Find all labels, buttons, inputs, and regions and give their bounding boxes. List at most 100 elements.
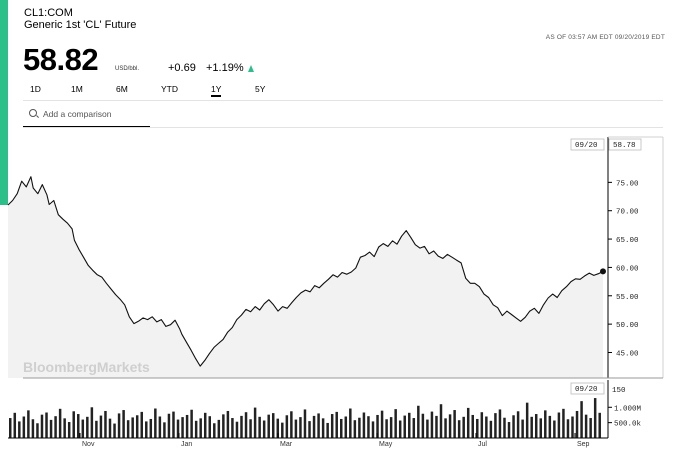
volume-bar	[126, 420, 130, 438]
price-area-fill	[8, 176, 603, 378]
volume-tick-label: 500.0k	[614, 421, 642, 429]
volume-bar	[457, 420, 461, 438]
volume-bar	[9, 418, 12, 438]
last-price-marker	[600, 268, 606, 275]
volume-bar	[249, 419, 252, 438]
last-value-label: 58.78	[613, 142, 636, 150]
volume-bar	[203, 412, 207, 438]
volume-bar	[394, 409, 397, 438]
volume-bar	[176, 419, 180, 438]
volume-bar	[589, 418, 592, 438]
volume-bar	[421, 413, 425, 438]
price-change-percent: +1.19%	[206, 62, 244, 74]
volume-bar	[122, 410, 125, 438]
x-tick-label: Jul	[478, 441, 487, 448]
volume-bar	[525, 402, 529, 438]
volume-bar	[593, 398, 597, 438]
volume-bar	[317, 413, 320, 438]
volume-bar	[453, 410, 456, 438]
tab-1d[interactable]: 1D	[30, 84, 41, 94]
comparison-input[interactable]	[43, 107, 147, 121]
volume-bar	[154, 408, 157, 438]
volume-bar	[131, 417, 134, 438]
volume-bar	[367, 416, 370, 438]
tab-1m[interactable]: 1M	[71, 84, 83, 94]
volume-bar	[308, 421, 311, 438]
volume-last-label: 150	[612, 387, 626, 395]
volume-bar	[113, 423, 116, 438]
volume-bar	[99, 415, 103, 438]
volume-bar	[40, 414, 44, 438]
volume-bar	[544, 410, 547, 438]
volume-bar	[530, 416, 533, 438]
tab-1y[interactable]: 1Y	[211, 84, 222, 97]
volume-bar	[507, 422, 511, 438]
volume-bar	[145, 421, 148, 438]
y-tick-label: 45.00	[616, 350, 639, 358]
volume-bar	[217, 419, 221, 438]
volume-axis: 1.000M 500.0k 09/20 150	[570, 382, 642, 429]
volume-bar	[548, 415, 552, 438]
volume-bar	[290, 411, 293, 438]
volume-bar	[448, 414, 452, 438]
volume-bar	[439, 404, 443, 438]
volume-bar	[435, 415, 438, 438]
tab-5y[interactable]: 5Y	[255, 84, 266, 94]
x-tick-label: Jan	[181, 441, 192, 448]
volume-bar	[194, 420, 198, 438]
price-line	[7, 176, 604, 367]
volume-bar	[81, 419, 85, 438]
volume-bar	[326, 422, 329, 438]
volume-bar	[299, 417, 302, 438]
volume-bar	[63, 418, 66, 438]
volume-bar	[117, 413, 121, 438]
volume-bar	[13, 412, 17, 438]
security-name: Generic 1st 'CL' Future	[24, 19, 137, 31]
volume-bar	[181, 417, 184, 438]
volume-bar	[276, 418, 280, 438]
tabs-divider	[23, 100, 663, 101]
price-axis: 75.00 70.00 65.00 60.00 55.00 50.00 45.00 09/20…	[570, 138, 642, 358]
date-badge	[570, 138, 605, 151]
volume-bar	[340, 418, 343, 438]
volume-bar	[489, 420, 493, 438]
volume-bar	[49, 419, 53, 438]
volume-bar	[294, 419, 298, 438]
volume-bar	[90, 407, 94, 438]
y-tick-label: 60.00	[616, 265, 639, 273]
volume-plot	[9, 398, 601, 438]
volume-date-label: 09/20	[575, 386, 598, 394]
volume-bar	[190, 409, 193, 438]
volume-bar	[516, 411, 520, 438]
price-change: +0.69	[168, 62, 196, 74]
volume-bar	[562, 408, 565, 438]
volume-bar	[598, 412, 601, 438]
volume-bar	[430, 411, 434, 438]
volume-bar	[222, 414, 225, 438]
volume-bar	[380, 410, 384, 438]
volume-bar	[149, 418, 153, 438]
tab-6m[interactable]: 6M	[116, 84, 128, 94]
volume-bar	[389, 417, 393, 438]
volume-bar	[503, 417, 506, 438]
volume-bar	[95, 420, 98, 438]
x-tick-label: Sep	[577, 441, 590, 448]
volume-bar	[312, 415, 316, 438]
volume-bar	[417, 405, 420, 438]
volume-bar	[571, 416, 574, 438]
volume-bar	[426, 419, 429, 438]
volume-bar	[303, 409, 307, 438]
volume-bar	[466, 407, 470, 438]
volume-bar	[566, 419, 570, 438]
volume-bar	[534, 414, 538, 438]
volume-bar	[172, 411, 175, 438]
volume-bar	[167, 413, 171, 438]
volume-bar	[18, 421, 21, 438]
chart-frame	[607, 136, 664, 378]
volume-bar	[462, 416, 465, 438]
volume-bar	[408, 412, 411, 438]
volume-bar	[575, 410, 579, 438]
tab-ytd[interactable]: YTD	[161, 84, 178, 94]
volume-bar	[353, 420, 357, 438]
volume-bar	[244, 412, 248, 438]
